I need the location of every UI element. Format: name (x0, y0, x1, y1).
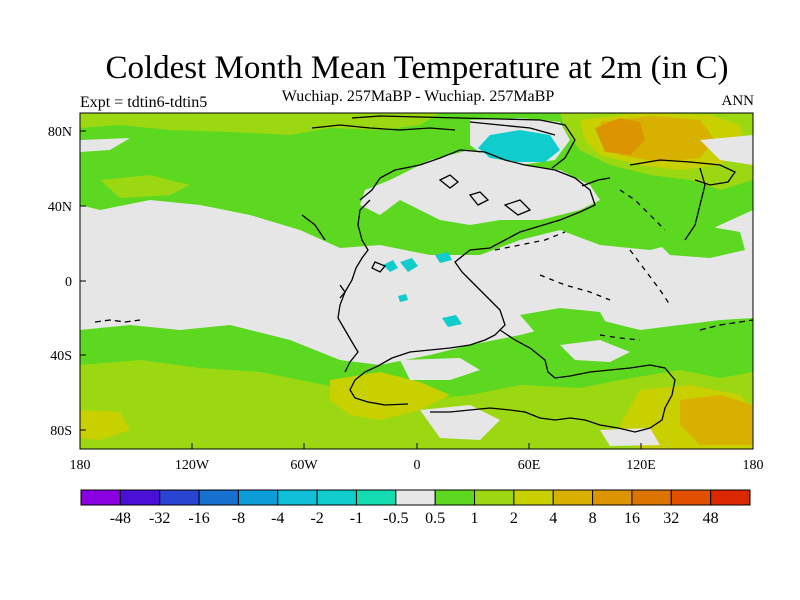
coastline-pangaea-west (349, 149, 596, 406)
xtick-label: 0 (414, 458, 421, 473)
xtick-label: 180 (70, 458, 91, 473)
equator-cyan-patch-3 (435, 252, 452, 263)
colorbar-swatch (237, 489, 279, 506)
colorbar-swatch (710, 489, 751, 506)
north-orange-patch (595, 118, 645, 155)
colorbar-swatch (395, 489, 436, 506)
ytick-label: 80N (48, 125, 72, 140)
coastline-island-2 (301, 214, 326, 241)
colorbar-swatch (316, 489, 357, 506)
coastline-chain-5 (494, 231, 566, 251)
colorbar-swatch (434, 489, 476, 506)
south-neutral-area-4 (600, 428, 660, 446)
colorbar-swatch (513, 489, 554, 506)
colorbar-swatch (474, 489, 515, 506)
ytick-label: 0 (65, 275, 72, 290)
south-gold-patch (680, 395, 753, 445)
colorbar-swatch (592, 489, 633, 506)
colorbar-swatch (670, 489, 712, 506)
colorbar-label: -32 (149, 510, 170, 527)
coastline-chain-3 (539, 274, 611, 301)
south-neutral-area-1 (400, 358, 480, 380)
colorbar: -48 -32 -16 -8 -4 -2 -1 -0.5 0.5 1 2 4 8 16 32 48 (80, 489, 751, 527)
xtick-label: 120E (626, 458, 656, 473)
coastlines (94, 115, 753, 433)
equator-green-patch-2 (650, 225, 745, 258)
colorbar-swatch (80, 489, 121, 506)
colorbar-label: 0.5 (425, 510, 445, 527)
coastline-island-1 (503, 199, 532, 216)
colorbar-label: 4 (549, 510, 557, 527)
equator-cyan-patch-2 (400, 258, 418, 272)
equator-cyan-patch-1 (383, 260, 398, 272)
coastline-northeast (581, 177, 611, 187)
map-title: Coldest Month Mean Temperature at 2m (in… (105, 50, 729, 86)
xtick-label: 60E (518, 458, 541, 473)
south-neutral-area-3 (420, 405, 500, 440)
south-olive-patch-1 (330, 372, 450, 420)
colorbar-label: 8 (589, 510, 597, 527)
colorbar-label: 32 (663, 510, 679, 527)
axis-ticks (80, 130, 642, 449)
colorbar-label: -48 (110, 510, 131, 527)
coastline-arctic-island (469, 121, 556, 136)
xtick-label: 60W (290, 458, 318, 473)
coastline-cathaysia-east (684, 167, 706, 241)
colorbar-swatch (159, 489, 200, 506)
coastline-lake-2 (468, 191, 490, 206)
colorbar-swatch (552, 489, 594, 506)
period-label: Wuchiap. 257MaBP - Wuchiap. 257MaBP (281, 88, 555, 105)
equator-green-patch-1 (520, 308, 610, 340)
coastline-south-gondwana (430, 329, 676, 433)
coastline-chain-2 (699, 319, 753, 331)
colorbar-label: -4 (271, 510, 284, 527)
colorbar-label: -1 (350, 510, 363, 527)
colorbar-label: -2 (310, 510, 323, 527)
colorbar-label: 1 (471, 510, 479, 527)
coastline-lake-1 (438, 174, 460, 189)
colorbar-label: -16 (188, 510, 209, 527)
temperature-field (80, 113, 753, 449)
coastline-chain-4 (629, 249, 671, 306)
equator-cyan-patch-4 (442, 315, 462, 327)
colorbar-swatch (355, 489, 397, 506)
ytick-label: 40S (50, 349, 72, 364)
ytick-label: 40N (48, 200, 72, 215)
colorbar-label: 16 (624, 510, 640, 527)
coastline-cathaysia (629, 159, 736, 186)
ytick-label: 80S (50, 424, 72, 439)
north-yellowgreen-patch-3 (100, 175, 190, 198)
north-neutral-area-4 (700, 135, 753, 165)
colorbar-label: 2 (510, 510, 518, 527)
xtick-label: 120W (175, 458, 210, 473)
south-neutral-area-2 (560, 340, 630, 362)
north-neutral-area-3 (80, 138, 130, 152)
coastline-chain-1 (94, 319, 141, 323)
colorbar-label: 48 (703, 510, 719, 527)
north-yellowgreen-patch-1 (80, 113, 440, 135)
equator-cyan-patch-5 (398, 294, 408, 302)
coastline-pangaea-east (337, 199, 371, 373)
coastline-island-3 (371, 261, 387, 273)
arctic-cyan-patch (478, 130, 560, 162)
south-olive-patch-3 (80, 410, 130, 440)
season-label: ANN (721, 93, 755, 109)
coastline-arctic (351, 115, 576, 169)
colorbar-swatch (198, 489, 239, 506)
xtick-label: 180 (743, 458, 764, 473)
coastline-arctic-shelf (311, 124, 456, 131)
coastline-island-4 (339, 284, 346, 299)
colorbar-swatch (631, 489, 672, 506)
north-neutral-area-1 (360, 150, 600, 225)
experiment-label: Expt = tdtin6-tdtin5 (80, 94, 208, 111)
colorbar-swatch (119, 489, 161, 506)
axis-labels: 80N 40N 0 40S 80S 180 120W 60W 0 60E 120… (48, 125, 764, 473)
colorbar-label: -8 (232, 510, 245, 527)
colorbar-label: -0.5 (383, 510, 408, 527)
colorbar-swatch (277, 489, 318, 506)
coastline-chain-7 (599, 334, 641, 341)
